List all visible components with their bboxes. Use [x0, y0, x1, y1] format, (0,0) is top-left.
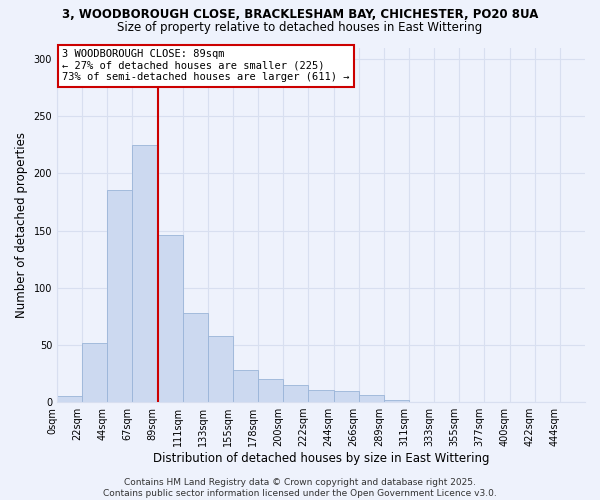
Text: 3 WOODBOROUGH CLOSE: 89sqm
← 27% of detached houses are smaller (225)
73% of sem: 3 WOODBOROUGH CLOSE: 89sqm ← 27% of deta… [62, 50, 350, 82]
Bar [133, 144, 158, 402]
Y-axis label: Number of detached properties: Number of detached properties [15, 132, 28, 318]
Bar [57, 396, 82, 402]
Bar [334, 390, 359, 402]
Text: 3, WOODBOROUGH CLOSE, BRACKLESHAM BAY, CHICHESTER, PO20 8UA: 3, WOODBOROUGH CLOSE, BRACKLESHAM BAY, C… [62, 8, 538, 20]
Bar [82, 342, 107, 402]
Bar [233, 370, 258, 402]
Bar [183, 313, 208, 402]
Bar [359, 395, 384, 402]
Bar [308, 390, 334, 402]
Bar [158, 235, 183, 402]
Bar [384, 400, 409, 402]
Bar [107, 190, 133, 402]
X-axis label: Distribution of detached houses by size in East Wittering: Distribution of detached houses by size … [153, 452, 489, 465]
Bar [208, 336, 233, 402]
Bar [283, 385, 308, 402]
Text: Contains HM Land Registry data © Crown copyright and database right 2025.
Contai: Contains HM Land Registry data © Crown c… [103, 478, 497, 498]
Text: Size of property relative to detached houses in East Wittering: Size of property relative to detached ho… [118, 21, 482, 34]
Bar [258, 379, 283, 402]
